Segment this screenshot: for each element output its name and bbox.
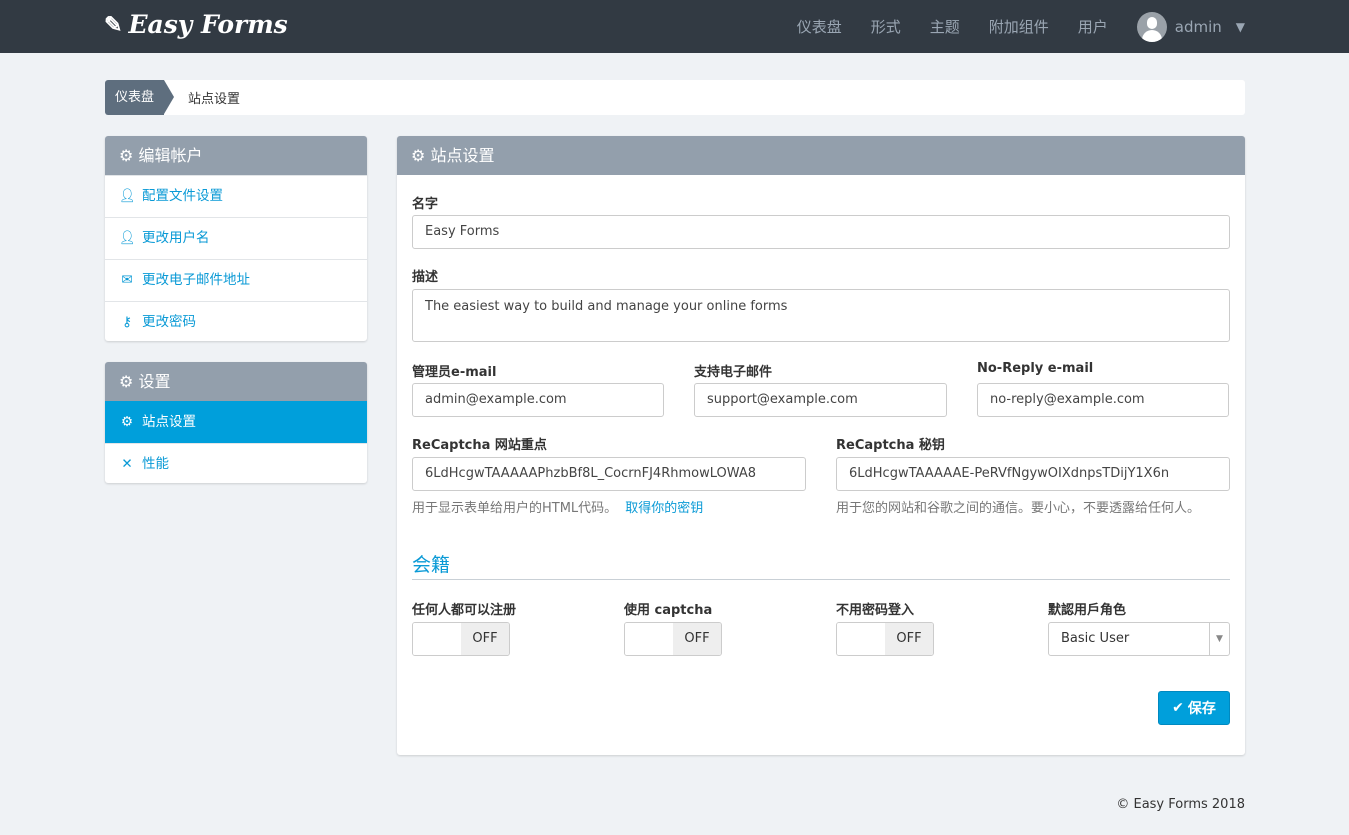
check-icon: ✔ xyxy=(1172,700,1184,716)
gear-icon: ⚙ xyxy=(119,146,134,165)
name-input[interactable]: Easy Forms xyxy=(412,215,1230,249)
sidebar-item-password[interactable]: ⚷ 更改密码 xyxy=(105,301,367,343)
default-role-label: 默認用戶角色 xyxy=(1048,603,1127,618)
sidebar-item-profile[interactable]: 👤︎ 配置文件设置 xyxy=(105,175,367,217)
account-panel: ⚙ 编辑帐户 👤︎ 配置文件设置 👤︎ 更改用户名 ✉ 更改电子邮件地址 ⚷ 更改密码 xyxy=(105,136,367,341)
nav-dashboard[interactable]: 仪表盘 xyxy=(796,18,842,36)
passwordless-toggle[interactable]: OFF xyxy=(836,622,934,656)
site-settings-panel: ⚙ 站点设置 名字 Easy Forms 描述 The easiest way … xyxy=(397,136,1245,755)
noreply-email-input[interactable]: no-reply@example.com xyxy=(977,383,1229,417)
caret-down-icon: ▼ xyxy=(1209,623,1229,655)
captcha-toggle[interactable]: OFF xyxy=(624,622,722,656)
sidebar-item-site-settings[interactable]: ⚙ 站点设置 xyxy=(105,401,367,443)
anyone-register-toggle[interactable]: OFF xyxy=(412,622,510,656)
gear-icon: ⚙ xyxy=(119,372,134,391)
sidebar-item-email[interactable]: ✉ 更改电子邮件地址 xyxy=(105,259,367,301)
admin-email-input[interactable]: admin@example.com xyxy=(412,383,664,417)
captcha-label: 使用 captcha xyxy=(624,603,713,618)
site-key-input[interactable]: 6LdHcgwTAAAAAPhzbBf8L_CocrnFJ4RhmowLOWA8 xyxy=(412,457,806,491)
breadcrumb: 仪表盘 站点设置 xyxy=(105,80,1245,115)
user-menu[interactable]: admin ▼ xyxy=(1136,11,1245,42)
membership-heading: 会籍 xyxy=(412,550,1230,580)
nav-users[interactable]: 用户 xyxy=(1077,18,1108,36)
description-textarea[interactable]: The easiest way to build and manage your… xyxy=(412,289,1230,342)
passwordless-label: 不用密码登入 xyxy=(836,603,915,618)
avatar xyxy=(1136,11,1167,42)
user-edit-icon: 👤︎ xyxy=(119,230,137,246)
secret-key-help: 用于您的网站和谷歌之间的通信。要小心，不要透露给任何人。 xyxy=(836,501,1201,516)
default-role-select[interactable]: Basic User ▼ xyxy=(1048,622,1230,656)
user-icon: 👤︎ xyxy=(119,188,137,204)
footer: © Easy Forms 2018 xyxy=(1116,797,1245,812)
sidebar-item-username[interactable]: 👤︎ 更改用户名 xyxy=(105,217,367,259)
anyone-register-label: 任何人都可以注册 xyxy=(412,603,517,618)
get-key-link[interactable]: 取得你的密钥 xyxy=(625,501,704,516)
breadcrumb-home[interactable]: 仪表盘 xyxy=(105,80,175,115)
site-key-label: ReCaptcha 网站重点 xyxy=(412,438,547,453)
panel-header: ⚙ 设置 xyxy=(105,362,367,401)
support-email-label: 支持电子邮件 xyxy=(694,365,773,380)
panel-header: ⚙ 站点设置 xyxy=(397,136,1245,175)
caret-down-icon: ▼ xyxy=(1235,19,1245,34)
nav-addons[interactable]: 附加组件 xyxy=(988,18,1049,36)
envelope-icon: ✉ xyxy=(121,272,133,288)
navbar: ✎ Easy Forms 仪表盘 形式 主题 附加组件 用户 admin ▼ xyxy=(0,0,1349,53)
edit-icon: ✎ xyxy=(104,11,123,38)
gears-icon: ⚙ xyxy=(411,146,426,165)
save-button[interactable]: ✔ 保存 xyxy=(1158,691,1230,725)
site-key-help: 用于显示表单给用户的HTML代码。 取得你的密钥 xyxy=(412,501,704,516)
wrench-icon: ✕ xyxy=(121,456,133,472)
description-label: 描述 xyxy=(412,270,439,285)
breadcrumb-current: 站点设置 xyxy=(188,92,241,107)
key-icon: ⚷ xyxy=(122,314,132,330)
settings-panel: ⚙ 设置 ⚙ 站点设置 ✕ 性能 xyxy=(105,362,367,483)
name-label: 名字 xyxy=(412,197,439,212)
admin-email-label: 管理员e-mail xyxy=(412,365,497,380)
support-email-input[interactable]: support@example.com xyxy=(694,383,947,417)
noreply-email-label: No-Reply e-mail xyxy=(977,361,1094,376)
gears-icon: ⚙ xyxy=(120,413,134,430)
nav-forms[interactable]: 形式 xyxy=(870,18,901,36)
brand-logo[interactable]: ✎ Easy Forms xyxy=(104,10,288,39)
secret-key-input[interactable]: 6LdHcgwTAAAAAE-PeRVfNgywOIXdnpsTDijY1X6n xyxy=(836,457,1230,491)
sidebar-item-performance[interactable]: ✕ 性能 xyxy=(105,443,367,485)
panel-header: ⚙ 编辑帐户 xyxy=(105,136,367,175)
secret-key-label: ReCaptcha 秘钥 xyxy=(836,438,945,453)
nav-themes[interactable]: 主题 xyxy=(929,18,960,36)
